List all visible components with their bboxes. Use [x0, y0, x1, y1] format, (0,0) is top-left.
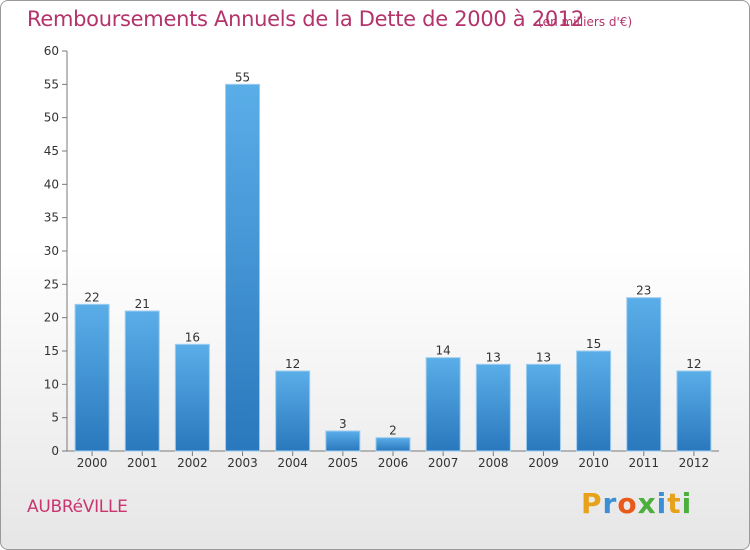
- y-tick-label: 35: [44, 211, 59, 225]
- y-tick-label: 25: [44, 277, 59, 291]
- y-tick-label: 55: [44, 77, 59, 91]
- bar: [74, 303, 110, 452]
- x-tick-label: 2011: [628, 456, 659, 470]
- chart-title: Remboursements Annuels de la Dette de 20…: [27, 7, 584, 31]
- logo-letter: x: [637, 487, 657, 520]
- y-tick-label: 10: [44, 377, 59, 391]
- y-tick-label: 60: [44, 44, 59, 58]
- y-tick-label: 15: [44, 344, 59, 358]
- x-tick-label: 2005: [328, 456, 359, 470]
- proxiti-logo: Proxiti: [581, 487, 692, 520]
- bar: [676, 370, 712, 452]
- data-label: 14: [436, 344, 451, 358]
- logo-letter: i: [681, 487, 693, 520]
- logo-letter: o: [617, 487, 638, 520]
- y-tick-label: 20: [44, 311, 59, 325]
- data-label: 12: [285, 357, 300, 371]
- data-label: 3: [339, 417, 347, 431]
- x-tick-label: 2003: [227, 456, 258, 470]
- bar: [425, 357, 461, 452]
- x-tick-label: 2000: [77, 456, 108, 470]
- axes: 0 5 10 15 20 25 30 35 40 45 50 55 60 2000 2001 2002 2003…: [44, 44, 719, 470]
- y-tick-label: 30: [44, 244, 59, 258]
- bar: [576, 350, 612, 452]
- bar: [174, 343, 210, 452]
- data-label: 2: [389, 424, 397, 438]
- data-label: 22: [84, 290, 99, 304]
- x-tick-label: 2008: [478, 456, 509, 470]
- y-tick-label: 40: [44, 177, 59, 191]
- logo-letter: P: [581, 487, 603, 520]
- logo-letter: t: [667, 487, 682, 520]
- data-label: 13: [536, 350, 551, 364]
- town-name: AUBRéVILLE: [27, 497, 128, 517]
- y-tick-label: 0: [51, 444, 59, 458]
- y-tick-label: 45: [44, 144, 59, 158]
- y-tick-label: 50: [44, 111, 59, 125]
- bar: [124, 310, 160, 452]
- x-tick-label: 2010: [578, 456, 609, 470]
- bar: [275, 370, 311, 452]
- bar: [525, 363, 561, 452]
- x-tick-label: 2002: [177, 456, 208, 470]
- bar: [325, 430, 361, 452]
- x-tick-label: 2012: [679, 456, 710, 470]
- y-tick-label: 5: [51, 411, 59, 425]
- data-label: 55: [235, 70, 250, 84]
- data-label: 15: [586, 337, 601, 351]
- x-tick-label: 2001: [127, 456, 158, 470]
- bar: [375, 437, 411, 452]
- data-label: 16: [185, 330, 200, 344]
- x-tick-label: 2009: [528, 456, 559, 470]
- chart-unit: (en milliers d'€): [538, 15, 633, 29]
- logo-letter: i: [656, 487, 668, 520]
- bar: [626, 297, 662, 452]
- x-tick-label: 2007: [428, 456, 459, 470]
- data-label: 12: [686, 357, 701, 371]
- data-label: 13: [486, 350, 501, 364]
- bar: [225, 83, 261, 452]
- logo-letter: r: [602, 487, 618, 520]
- x-tick-label: 2004: [277, 456, 308, 470]
- data-label: 23: [636, 284, 651, 298]
- data-label: 21: [135, 297, 150, 311]
- bar: [475, 363, 511, 452]
- bars: 22 21 16 55 12 3 2 14 13 13 15 23 12: [74, 70, 712, 452]
- x-tick-label: 2006: [378, 456, 409, 470]
